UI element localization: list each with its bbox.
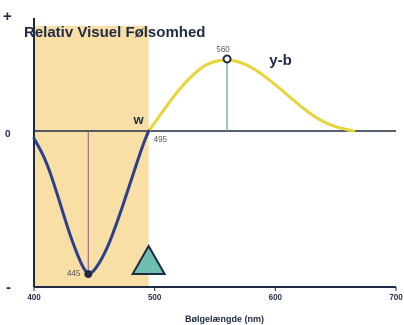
x-tick-label-600: 600 — [269, 293, 283, 302]
x-tick-label-700: 700 — [389, 293, 403, 302]
y-bottom-sign: - — [6, 279, 11, 296]
x-tick-label-400: 400 — [27, 293, 41, 302]
marker-lines — [87, 59, 228, 275]
zero-label: 0 — [5, 129, 11, 140]
peak-label: 560 — [216, 45, 230, 54]
series-label-y-b: y-b — [269, 52, 292, 69]
highlight-band — [34, 26, 149, 287]
trough-label: 445 — [67, 269, 81, 278]
crossing-value-label: 495 — [154, 135, 168, 144]
x-axis-title: Bølgelængde (nm) — [185, 314, 264, 324]
x-tick-label-500: 500 — [148, 293, 162, 302]
chart-title: Relativ Visuel Følsomhed — [24, 24, 205, 41]
y-top-sign: + — [3, 8, 12, 25]
series-line-y-b — [147, 58, 356, 133]
marker-points: w 495 560 445 — [67, 45, 232, 279]
x-ticks — [33, 287, 397, 291]
x-tick-labels: 400 500 600 700 — [27, 293, 403, 302]
peak-point — [222, 54, 232, 64]
crossing-label: w — [133, 112, 145, 127]
triangle-marker — [130, 243, 167, 275]
trough-point — [84, 270, 93, 279]
